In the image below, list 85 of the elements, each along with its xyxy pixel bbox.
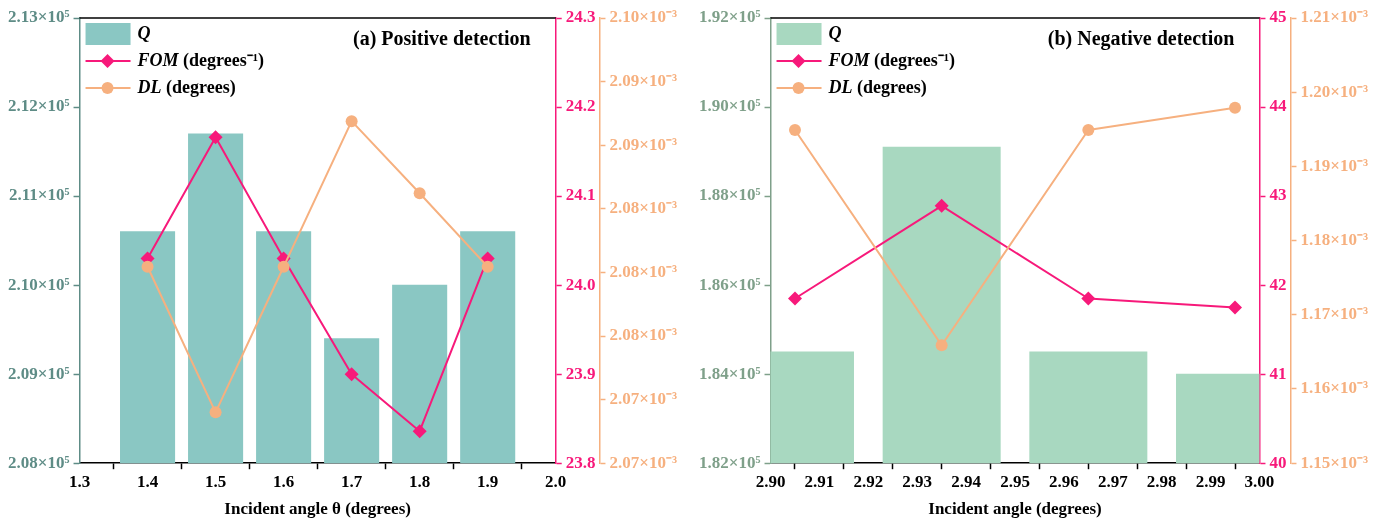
point bbox=[413, 187, 426, 200]
y3-tick-label: 1.17×10⁻³ bbox=[1300, 304, 1369, 324]
y2-tick-label: 24.1 bbox=[565, 185, 596, 205]
y3-tick-label: 2.08×10⁻³ bbox=[609, 198, 678, 218]
point bbox=[934, 198, 949, 213]
point bbox=[412, 424, 427, 439]
y-tick-label: 2.12×10⁵ bbox=[7, 96, 70, 116]
x-tick-label: 3.00 bbox=[1244, 471, 1275, 491]
x-axis-title: Incident angle (degrees) bbox=[928, 499, 1102, 519]
y3-tick-label: 2.09×10⁻³ bbox=[609, 70, 678, 90]
x-tick-label: 1.8 bbox=[409, 471, 431, 491]
x-tick-label: 2.92 bbox=[853, 471, 884, 491]
y-tick-label: 1.86×10⁵ bbox=[698, 274, 761, 294]
y3-tick-label: 2.09×10⁻³ bbox=[609, 134, 678, 154]
point bbox=[481, 260, 494, 273]
point bbox=[209, 406, 222, 419]
y-tick-label: 1.82×10⁵ bbox=[698, 452, 761, 472]
y3-tick-label: 1.15×10⁻³ bbox=[1300, 452, 1369, 472]
y2-tick-label: 23.8 bbox=[565, 452, 596, 472]
point bbox=[345, 115, 358, 128]
y3-tick-label: 1.19×10⁻³ bbox=[1300, 155, 1369, 175]
x-tick-label: 1.4 bbox=[136, 471, 159, 491]
x-tick-label: 1.9 bbox=[477, 471, 499, 491]
legend-label: FOM (degrees⁻¹) bbox=[136, 49, 265, 71]
y-tick-label: 2.10×10⁵ bbox=[7, 274, 70, 294]
chart-title: (b) Negative detection bbox=[1047, 27, 1235, 51]
legend-label: DL (degrees) bbox=[136, 76, 236, 98]
point bbox=[1228, 300, 1243, 315]
y-tick-label: 1.90×10⁵ bbox=[698, 96, 761, 116]
y2-tick-label: 44 bbox=[1269, 96, 1287, 116]
y-tick-label: 2.13×10⁵ bbox=[7, 7, 70, 27]
chart-title: (a) Positive detection bbox=[352, 27, 531, 51]
x-tick-label: 2.91 bbox=[804, 471, 835, 491]
y3-tick-label: 2.07×10⁻³ bbox=[609, 452, 678, 472]
x-tick-label: 2.93 bbox=[902, 471, 933, 491]
x-tick-label: 2.95 bbox=[1000, 471, 1030, 491]
y3-tick-label: 2.10×10⁻³ bbox=[609, 7, 678, 27]
point bbox=[787, 291, 802, 306]
x-tick-label: 1.7 bbox=[341, 471, 363, 491]
point bbox=[788, 124, 801, 137]
y2-tick-label: 43 bbox=[1269, 185, 1287, 205]
y-tick-label: 2.09×10⁵ bbox=[7, 363, 70, 383]
point bbox=[141, 260, 154, 273]
x-tick-label: 1.3 bbox=[68, 471, 91, 491]
x-axis-title: Incident angle θ (degrees) bbox=[224, 499, 411, 519]
x-tick-label: 2.94 bbox=[951, 471, 982, 491]
legend-label: Q bbox=[137, 22, 151, 43]
x-tick-label: 1.5 bbox=[204, 471, 227, 491]
y-tick-label: 2.11×10⁵ bbox=[8, 185, 70, 205]
y2-tick-label: 45 bbox=[1269, 7, 1287, 27]
x-tick-label: 2.98 bbox=[1146, 471, 1177, 491]
point bbox=[1081, 291, 1096, 306]
y3-tick-label: 1.21×10⁻³ bbox=[1300, 7, 1369, 27]
y2-tick-label: 40 bbox=[1269, 452, 1287, 472]
y3-tick-label: 1.20×10⁻³ bbox=[1300, 81, 1369, 101]
point bbox=[1082, 124, 1095, 137]
x-tick-label: 2.0 bbox=[545, 471, 567, 491]
x-tick-label: 2.97 bbox=[1097, 471, 1129, 491]
point bbox=[344, 367, 359, 382]
x-tick-label: 1.6 bbox=[272, 471, 295, 491]
y2-tick-label: 42 bbox=[1269, 274, 1287, 294]
point bbox=[935, 339, 948, 352]
y3-tick-label: 2.08×10⁻³ bbox=[609, 261, 678, 281]
y2-tick-label: 24.0 bbox=[565, 274, 596, 294]
legend-label: DL (degrees) bbox=[827, 76, 927, 98]
legend-label: Q bbox=[828, 22, 842, 43]
point bbox=[208, 130, 223, 145]
x-tick-label: 2.96 bbox=[1049, 471, 1079, 491]
y-tick-label: 1.84×10⁵ bbox=[698, 363, 761, 383]
legend-label: FOM (degrees⁻¹) bbox=[827, 49, 956, 71]
y3-tick-label: 1.18×10⁻³ bbox=[1300, 229, 1369, 249]
y-tick-label: 2.08×10⁵ bbox=[7, 452, 70, 472]
y3-tick-label: 2.08×10⁻³ bbox=[609, 325, 678, 345]
y-tick-label: 1.88×10⁵ bbox=[698, 185, 761, 205]
y2-tick-label: 24.2 bbox=[565, 96, 596, 116]
point bbox=[1229, 101, 1242, 114]
y2-tick-label: 24.3 bbox=[565, 7, 596, 27]
x-tick-label: 2.99 bbox=[1195, 471, 1226, 491]
y2-tick-label: 41 bbox=[1269, 363, 1287, 383]
y-tick-label: 1.92×10⁵ bbox=[698, 7, 761, 27]
y3-tick-label: 1.16×10⁻³ bbox=[1300, 378, 1369, 398]
point bbox=[277, 260, 290, 273]
x-tick-label: 2.90 bbox=[755, 471, 786, 491]
y2-tick-label: 23.9 bbox=[565, 363, 596, 383]
y3-tick-label: 2.07×10⁻³ bbox=[609, 388, 678, 408]
